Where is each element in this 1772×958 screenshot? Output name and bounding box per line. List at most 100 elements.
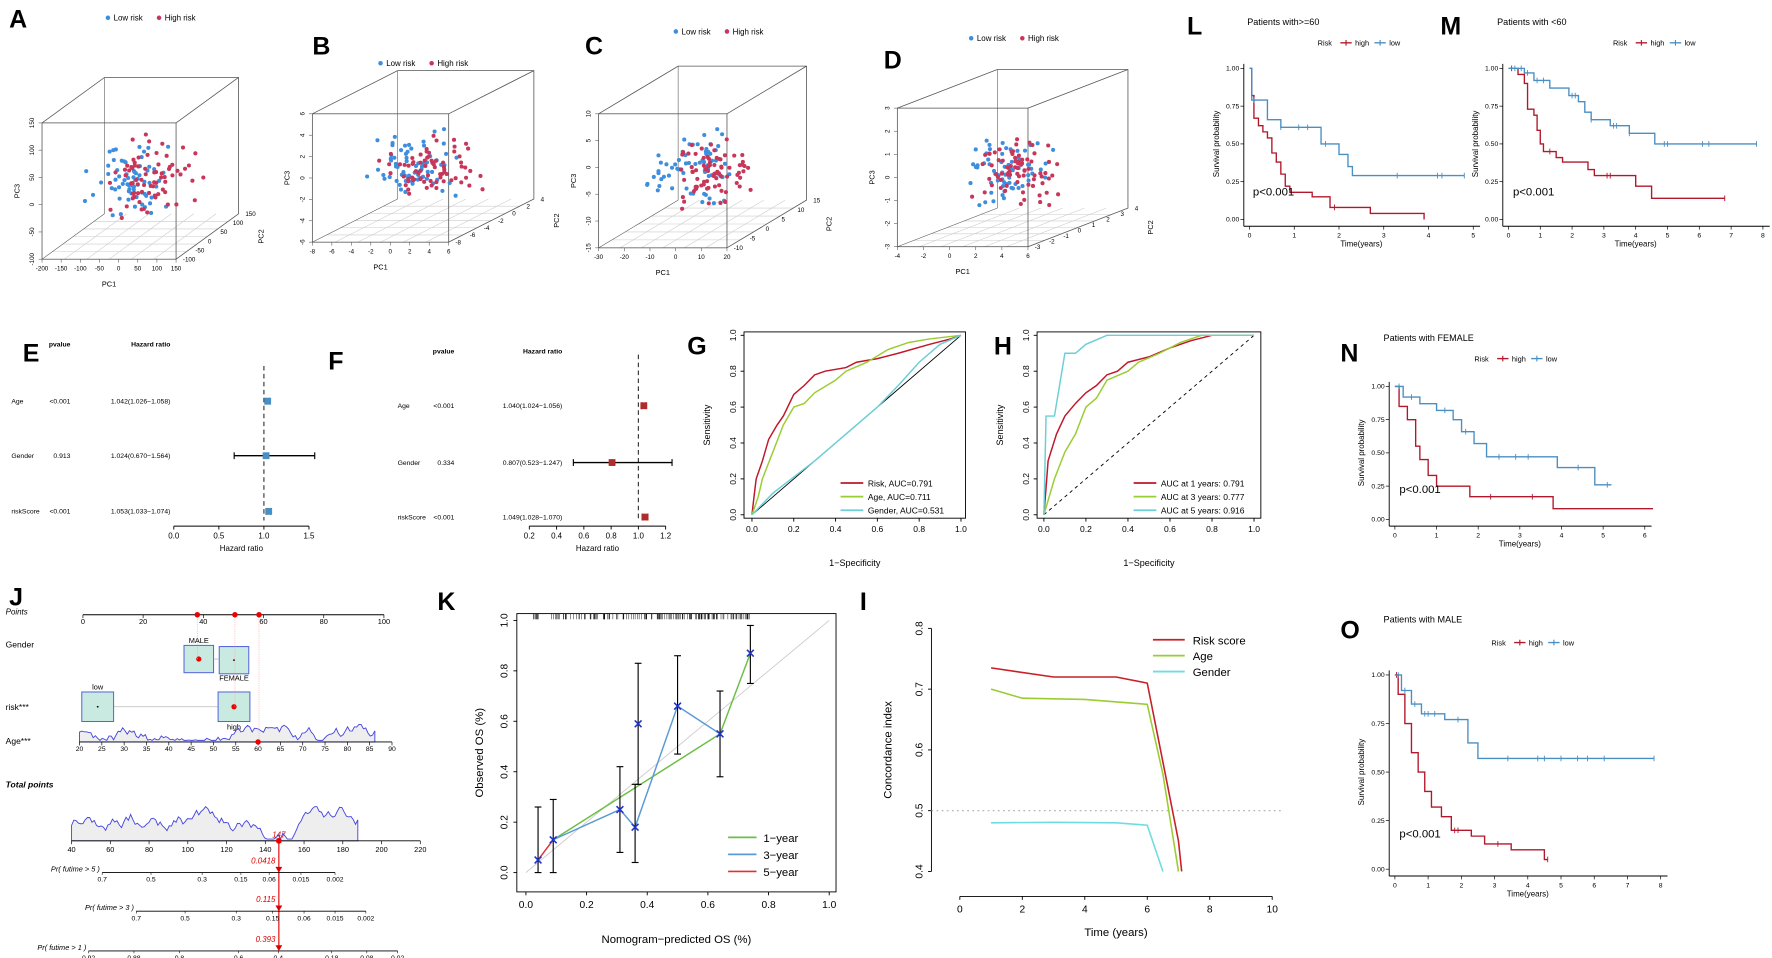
point-low-risk [137, 144, 142, 150]
point-high-risk [478, 173, 483, 178]
point-high-risk [424, 149, 429, 154]
legend-marker-low [673, 29, 679, 34]
point-low-risk [722, 161, 727, 166]
point-high-risk [466, 146, 471, 151]
point-high-risk [1046, 143, 1051, 148]
legend-marker-low [968, 36, 974, 41]
panel-label: B [312, 33, 330, 61]
point-low-risk [404, 155, 409, 160]
legend-label: low [1389, 39, 1401, 48]
point-low-risk [375, 138, 380, 143]
y-axis-label: Observed OS (%) [474, 708, 486, 798]
box-front [41, 122, 177, 260]
forest-row: Age <0.001 1.042(1.026−1.058) [11, 397, 272, 405]
point-high-risk [108, 207, 113, 212]
y-tick-label: 0.75 [1226, 103, 1239, 110]
point-low-risk [989, 190, 994, 195]
panel-a: A Low risk High risk-200 -150 -100 -50 0 50 100 1… [9, 5, 265, 288]
x-tick-label: 0.0 [519, 900, 534, 911]
point-low-risk [144, 193, 149, 198]
legend-label-high: High risk [733, 27, 764, 36]
y-tick-label: 4 [1135, 205, 1139, 212]
point-low-risk [122, 159, 127, 164]
panel-label: E [23, 339, 40, 367]
point-low-risk [1051, 147, 1056, 152]
point-high-risk [425, 173, 431, 178]
y-tick-label: 0 [766, 226, 770, 233]
points-tick-label: 60 [259, 617, 267, 626]
point-high-risk [145, 210, 150, 215]
total-tick-label: 40 [67, 845, 75, 854]
p-value: p<0.001 [1513, 187, 1554, 199]
point-high-risk [712, 162, 717, 168]
point-high-risk [1037, 193, 1042, 198]
point-high-risk [452, 144, 457, 149]
point-low-risk [137, 173, 142, 178]
z-tick-label: -1 [884, 197, 891, 203]
point-high-risk [441, 160, 446, 165]
x-tick-label: 0.8 [913, 524, 925, 534]
z-tick-label: 2 [299, 154, 306, 158]
x-axis-label: Time(years) [1499, 540, 1541, 549]
x-tick-label: 6 [447, 249, 451, 256]
points-tick-label: 20 [139, 617, 147, 626]
legend-label-low: Low risk [386, 59, 415, 68]
row-pvalue: <0.001 [49, 509, 70, 516]
x-tick-label: 5 [1559, 882, 1563, 889]
point-high-risk [186, 163, 191, 168]
point-high-risk [431, 133, 436, 138]
point-high-risk [678, 167, 684, 172]
point-low-risk [392, 155, 397, 160]
z-axis-label: PC3 [868, 170, 877, 184]
point-low-risk [390, 140, 395, 146]
x-axis-label: Hazard ratio [220, 544, 264, 553]
point-high-risk [444, 171, 449, 177]
point-low-risk [132, 204, 137, 209]
x-tick-label: 0.8 [761, 900, 776, 911]
points-tick-label: 0 [81, 617, 85, 626]
point-high-risk [694, 168, 699, 173]
total-tick-label: 180 [337, 845, 349, 854]
plot-title: Patients with>=60 [1247, 17, 1319, 27]
point-low-risk [430, 169, 435, 175]
y-tick-label: 0.6 [500, 714, 511, 729]
point-low-risk [82, 199, 88, 204]
panel-c: C Low risk High risk -30 -20 -10 0 10 20 -15 -10 -5… [569, 27, 834, 277]
plot-title: Patients with FEMALE [1384, 333, 1474, 343]
row-hazard-ratio: 1.024(0.670−1.564) [111, 453, 171, 460]
y-tick-label: 0.8 [1021, 365, 1031, 377]
y-axis-label: Survival probability [1357, 420, 1366, 487]
point-high-risk [1015, 137, 1020, 142]
km-curve-high [1394, 674, 1548, 861]
legend-label: Age [1193, 651, 1213, 663]
gender-label: Gender [6, 640, 35, 650]
calibration-point [534, 806, 543, 874]
point-low-risk [1002, 180, 1007, 185]
x-marker [716, 729, 724, 738]
point-high-risk [681, 150, 686, 155]
plot-title: Patients with <60 [1497, 17, 1566, 27]
legend-marker-high [156, 15, 162, 21]
point-high-risk [727, 165, 732, 170]
x-tick-label: 3 [1518, 532, 1522, 539]
point-low-risk [132, 169, 137, 175]
y-tick-label: 0.2 [500, 815, 511, 830]
point-low-risk [365, 174, 370, 179]
point-high-risk [712, 148, 717, 153]
legend-label: Gender, AUC=0.531 [868, 506, 945, 516]
age-tick-label: 60 [254, 746, 262, 753]
hazard-ratio-marker [608, 459, 616, 466]
x-tick-label: -200 [36, 266, 49, 273]
legend-label: high [1512, 354, 1526, 363]
x-tick-label: 20 [724, 254, 731, 261]
km-curve-low [1394, 674, 1655, 760]
point-high-risk [410, 161, 415, 166]
legend-title: Risk [1613, 39, 1628, 48]
total-points-density-curve [71, 806, 359, 842]
roc-curve [751, 334, 962, 516]
point-high-risk [707, 160, 712, 165]
point-high-risk [139, 189, 145, 195]
probability-tick-label: 0.015 [292, 877, 309, 884]
